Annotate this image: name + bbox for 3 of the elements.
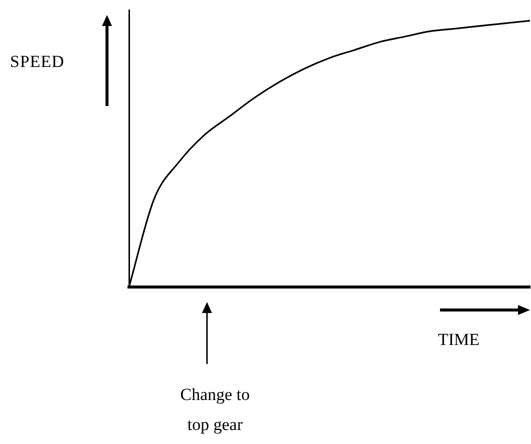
text: Change to top gear [179, 384, 251, 436]
y-axis-title: SPEED [10, 52, 64, 72]
x-axis-title: TIME [438, 330, 480, 350]
